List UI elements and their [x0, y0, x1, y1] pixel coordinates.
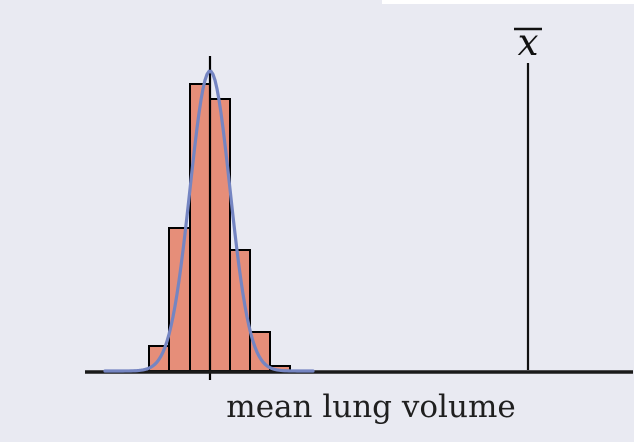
histogram-bar	[168, 227, 191, 372]
xbar-label-char: x	[518, 21, 539, 64]
xbar-label: x	[514, 21, 542, 64]
histogram-bar	[189, 83, 211, 372]
histogram-bars	[148, 83, 291, 372]
normal-curve	[103, 69, 315, 373]
histogram-bar	[209, 98, 231, 372]
top-white-strip	[382, 0, 634, 4]
x-axis-label: mean lung volume	[226, 389, 515, 425]
